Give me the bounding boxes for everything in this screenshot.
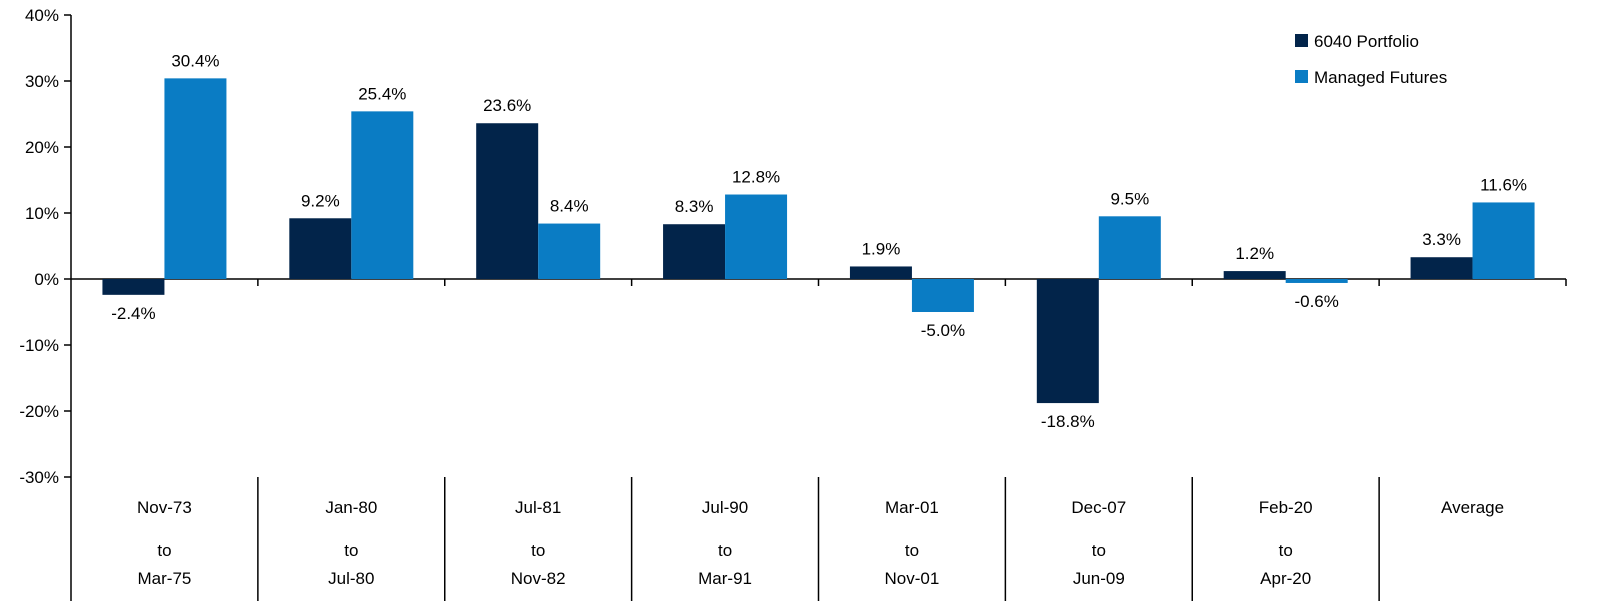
y-tick-label: -10%	[19, 336, 59, 355]
bar-managed-futures	[1472, 202, 1535, 279]
bar-managed-futures	[1098, 216, 1161, 279]
data-label: 1.9%	[862, 239, 901, 258]
bar-portfolio	[1410, 257, 1473, 279]
bar-managed-futures	[1285, 279, 1348, 283]
bar-managed-futures	[538, 223, 601, 279]
data-label: -5.0%	[921, 321, 965, 340]
category-labels: Nov-73 to Mar-75 Jan-80 to Jul-80 Jul-81 to Nov-…	[137, 498, 1504, 588]
y-tick-label: -30%	[19, 468, 59, 487]
category-to-label: to	[531, 541, 545, 560]
y-tick-label: 0%	[34, 270, 59, 289]
category-to-label: to	[1092, 541, 1106, 560]
bar-managed-futures	[351, 111, 414, 279]
y-tick-label: 30%	[25, 72, 59, 91]
data-label: -18.8%	[1041, 412, 1095, 431]
category-to-label: to	[905, 541, 919, 560]
data-label: 23.6%	[483, 96, 531, 115]
category-start-label: Jan-80	[325, 498, 377, 517]
y-tick-label: 40%	[25, 6, 59, 25]
category-start-label: Nov-73	[137, 498, 192, 517]
category-end-label: Apr-20	[1260, 569, 1311, 588]
bar-managed-futures	[911, 279, 974, 312]
y-tick-label: -20%	[19, 402, 59, 421]
data-label: 1.2%	[1235, 244, 1274, 263]
data-label: 25.4%	[358, 84, 406, 103]
bar-managed-futures	[164, 78, 227, 279]
bar-portfolio	[1223, 271, 1286, 279]
legend: 6040 Portfolio Managed Futures	[1295, 32, 1447, 87]
data-label: 9.5%	[1110, 189, 1149, 208]
legend-label: Managed Futures	[1314, 68, 1447, 87]
data-label: 30.4%	[171, 51, 219, 70]
category-to-label: to	[157, 541, 171, 560]
category-start-label: Feb-20	[1259, 498, 1313, 517]
data-label: 11.6%	[1480, 175, 1527, 194]
data-label: -2.4%	[111, 304, 155, 323]
data-label: 12.8%	[732, 168, 780, 187]
y-tick-label: 10%	[25, 204, 59, 223]
bar-managed-futures	[725, 194, 788, 279]
bar-portfolio	[849, 266, 912, 279]
category-to-label: to	[718, 541, 732, 560]
data-label: 8.3%	[675, 197, 714, 216]
category-end-label: Nov-01	[885, 569, 940, 588]
bar-portfolio	[289, 218, 352, 279]
legend-swatch	[1295, 70, 1308, 83]
category-start-label: Jul-81	[515, 498, 561, 517]
legend-label: 6040 Portfolio	[1314, 32, 1419, 51]
bar-portfolio	[1036, 279, 1099, 404]
legend-swatch	[1295, 34, 1308, 47]
bar-portfolio	[663, 224, 726, 279]
y-tick-label: 20%	[25, 138, 59, 157]
category-to-label: to	[344, 541, 358, 560]
data-labels: -2.4% 9.2% 23.6% 8.3% 1.9% -18.8% 1.2% 3.3% 30.4…	[111, 51, 1527, 431]
category-end-label: Nov-82	[511, 569, 566, 588]
category-end-label: Mar-91	[698, 569, 752, 588]
category-end-label: Mar-75	[138, 569, 192, 588]
bar-portfolio	[102, 279, 165, 295]
category-start-label: Jul-90	[702, 498, 748, 517]
bars	[102, 78, 1535, 404]
data-label: -0.6%	[1294, 292, 1338, 311]
category-end-label: Jun-09	[1073, 569, 1125, 588]
data-label: 9.2%	[301, 191, 340, 210]
data-label: 3.3%	[1422, 230, 1461, 249]
category-start-label: Mar-01	[885, 498, 939, 517]
bar-portfolio	[476, 123, 539, 280]
category-start-label: Average	[1441, 498, 1504, 517]
category-to-label: to	[1279, 541, 1293, 560]
category-end-label: Jul-80	[328, 569, 374, 588]
data-label: 8.4%	[550, 197, 589, 216]
category-start-label: Dec-07	[1071, 498, 1126, 517]
